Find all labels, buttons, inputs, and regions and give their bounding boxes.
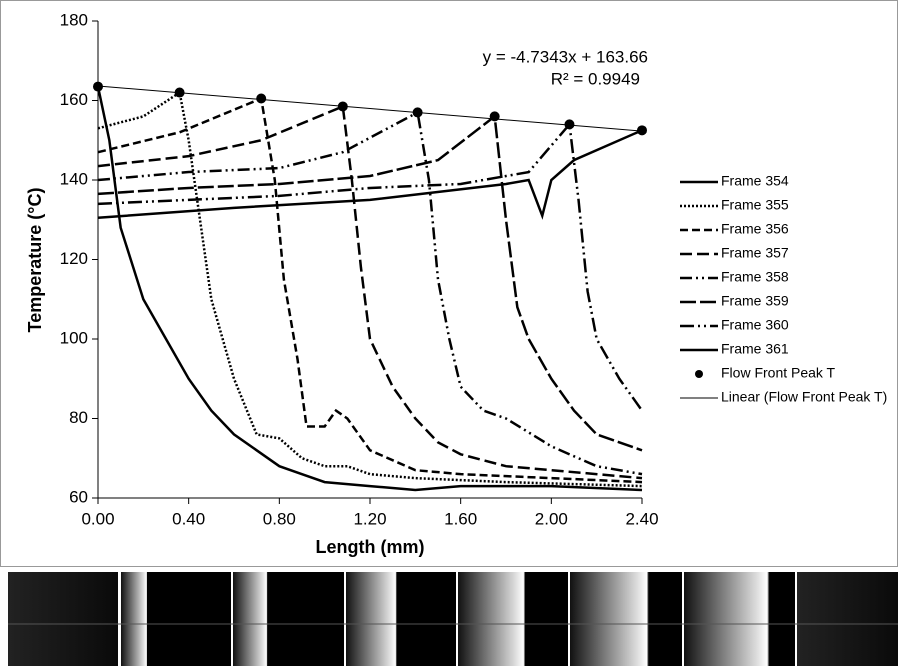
frame-image <box>570 572 666 666</box>
thermal-image-strip <box>0 572 898 666</box>
x-tick-label: 0.40 <box>172 509 205 528</box>
peak-point <box>489 111 500 122</box>
frame-image <box>121 572 153 666</box>
legend-label: Frame 356 <box>721 221 789 237</box>
equation: y = -4.7343x + 163.66 <box>483 47 648 66</box>
y-tick-label: 140 <box>60 169 88 188</box>
y-tick-label: 80 <box>69 408 88 427</box>
series-line <box>97 96 643 484</box>
x-tick-label: 1.60 <box>444 509 477 528</box>
x-tick-label: 0.00 <box>81 509 114 528</box>
series-line <box>97 129 643 220</box>
series-line <box>96 86 643 492</box>
series-line <box>97 90 643 488</box>
series-line <box>97 121 644 412</box>
frame-image <box>684 572 788 666</box>
legend-label: Frame 360 <box>721 317 789 333</box>
y-tick-label: 60 <box>69 487 88 506</box>
series-line <box>97 114 643 452</box>
legend-label: Flow Front Peak T <box>721 365 836 381</box>
x-axis-label: Length (mm) <box>316 537 425 557</box>
peak-point <box>637 125 647 136</box>
r-squared: R² = 0.9949 <box>551 69 640 88</box>
frame-image <box>346 572 408 666</box>
legend-label: Frame 359 <box>721 293 789 309</box>
legend-label: Frame 357 <box>721 245 789 261</box>
peak-point <box>256 93 267 104</box>
x-tick-label: 2.00 <box>535 509 568 528</box>
series-line <box>97 110 643 476</box>
frame-image <box>8 572 118 666</box>
legend-label: Frame 354 <box>721 173 789 189</box>
legend-label: Frame 358 <box>721 269 789 285</box>
y-tick-label: 120 <box>60 249 88 268</box>
trend-line <box>97 85 643 132</box>
y-tick-label: 100 <box>60 328 88 347</box>
legend-marker <box>695 370 703 378</box>
legend-label: Frame 355 <box>721 197 789 213</box>
x-tick-label: 0.80 <box>263 509 296 528</box>
series-line <box>97 104 643 480</box>
y-axis-label: Temperature (°C) <box>25 188 45 333</box>
frame-image <box>797 572 898 666</box>
y-tick-label: 160 <box>60 90 88 109</box>
legend-label: Linear (Flow Front Peak T) <box>721 389 887 405</box>
frame-image <box>458 572 540 666</box>
legend-label: Frame 361 <box>721 341 789 357</box>
peak-point <box>564 119 575 130</box>
peak-point <box>93 81 103 92</box>
y-tick-label: 180 <box>60 10 88 29</box>
x-tick-label: 1.20 <box>353 509 386 528</box>
x-tick-label: 2.40 <box>625 509 658 528</box>
frame-image <box>233 572 275 666</box>
